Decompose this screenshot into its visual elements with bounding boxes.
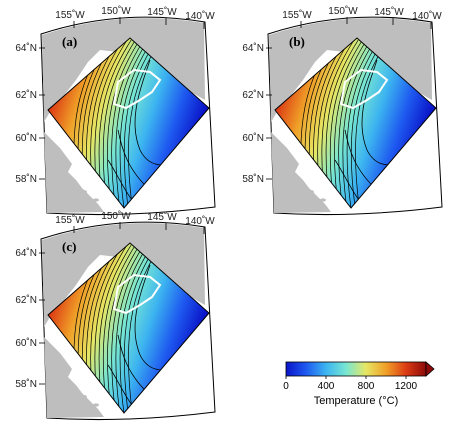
lon-tick-label: 140˚W bbox=[185, 215, 215, 227]
island bbox=[320, 198, 326, 202]
contour-line bbox=[346, 39, 380, 208]
lon-tick-label: 155˚W bbox=[282, 9, 312, 21]
lon-tick-label: 145˚W bbox=[147, 6, 177, 18]
colorbar: 0 400 800 1200 Temperature (°C) bbox=[283, 361, 435, 407]
lon-tick-label: 155˚W bbox=[55, 214, 85, 226]
map-panel: 155˚W 150˚W 145˚W 140˚W 64˚N 62˚N 60˚N 58˚N (b) bbox=[242, 5, 443, 216]
lat-tick-label: 60˚N bbox=[15, 132, 37, 144]
lat-tick-label: 64˚N bbox=[242, 42, 264, 54]
data-region-outline bbox=[274, 37, 437, 209]
contour-line bbox=[107, 39, 140, 208]
lat-tick-label: 58˚N bbox=[242, 173, 264, 185]
island bbox=[308, 190, 314, 194]
panel-label: (a) bbox=[62, 34, 77, 49]
temperature-field bbox=[48, 38, 209, 208]
colorbar-bar bbox=[285, 361, 427, 377]
lat-tick-label: 64˚N bbox=[15, 42, 37, 54]
lat-tick-label: 60˚N bbox=[242, 132, 264, 144]
island bbox=[59, 379, 65, 383]
colorbar-title: Temperature (°C) bbox=[314, 395, 398, 407]
contour-line bbox=[111, 39, 145, 208]
panel-label: (c) bbox=[62, 239, 76, 254]
lat-tick-label: 62˚N bbox=[15, 89, 37, 101]
land-north bbox=[42, 223, 205, 327]
map-panel: 155˚W 150˚W 145˚W 140˚W 64˚N 62˚N 60˚N 58˚N (c) bbox=[15, 210, 216, 421]
contour-line bbox=[338, 39, 372, 208]
lon-tick-label: 140˚W bbox=[185, 10, 215, 22]
contour-line bbox=[107, 244, 140, 413]
lat-tick-label: 60˚N bbox=[15, 337, 37, 349]
data-region-outline bbox=[47, 37, 210, 209]
colorbar-tick-label: 400 bbox=[318, 381, 335, 392]
contour-line bbox=[119, 39, 153, 208]
island bbox=[66, 183, 74, 187]
contour-line bbox=[329, 39, 363, 208]
island bbox=[93, 403, 99, 407]
temperature-field bbox=[48, 243, 209, 413]
lon-tick-label: 145˚W bbox=[147, 211, 177, 223]
island bbox=[66, 388, 74, 392]
panel-label: (b) bbox=[289, 34, 305, 49]
land-southwest bbox=[44, 337, 104, 418]
lon-tick-label: 150˚W bbox=[101, 210, 131, 222]
land-north bbox=[269, 18, 432, 123]
data-region-outline bbox=[47, 242, 210, 414]
island bbox=[59, 174, 65, 178]
island bbox=[93, 198, 99, 202]
island bbox=[293, 183, 301, 187]
study-region-outline bbox=[339, 68, 389, 110]
colorbar-tick-label: 1200 bbox=[395, 381, 418, 392]
lon-tick-label: 150˚W bbox=[328, 5, 358, 17]
lat-tick-label: 58˚N bbox=[15, 378, 37, 390]
lon-tick-label: 150˚W bbox=[101, 5, 131, 17]
lon-tick-label: 155˚W bbox=[55, 9, 85, 21]
colorbar-tick-label: 0 bbox=[283, 381, 289, 392]
study-region-outline bbox=[112, 68, 162, 110]
study-region-outline bbox=[112, 273, 162, 315]
island bbox=[81, 395, 87, 399]
colorbar-arrow bbox=[425, 361, 435, 377]
island bbox=[81, 190, 87, 194]
temperature-field bbox=[275, 38, 436, 208]
land-southwest bbox=[44, 132, 104, 213]
contour-line bbox=[102, 244, 136, 413]
lon-tick-label: 145˚W bbox=[374, 6, 404, 18]
map-panel: 155˚W 150˚W 145˚W 140˚W 64˚N 62˚N 60˚N 58˚N (a) bbox=[15, 5, 216, 216]
contour-line bbox=[111, 244, 145, 413]
lat-tick-label: 64˚N bbox=[15, 247, 37, 259]
contour-line bbox=[102, 39, 136, 208]
lat-tick-label: 62˚N bbox=[242, 89, 264, 101]
land-southwest bbox=[271, 132, 331, 213]
island bbox=[286, 174, 292, 178]
lat-tick-label: 58˚N bbox=[15, 173, 37, 185]
lat-tick-label: 62˚N bbox=[15, 294, 37, 306]
colorbar-tick-label: 800 bbox=[358, 381, 375, 392]
land-north bbox=[42, 18, 205, 123]
contour-line bbox=[334, 39, 367, 208]
contour-line bbox=[119, 244, 153, 413]
map-panels: 155˚W 150˚W 145˚W 140˚W64˚N62˚N60˚N58˚N(a)1… bbox=[15, 5, 443, 421]
lon-tick-label: 140˚W bbox=[412, 10, 442, 22]
